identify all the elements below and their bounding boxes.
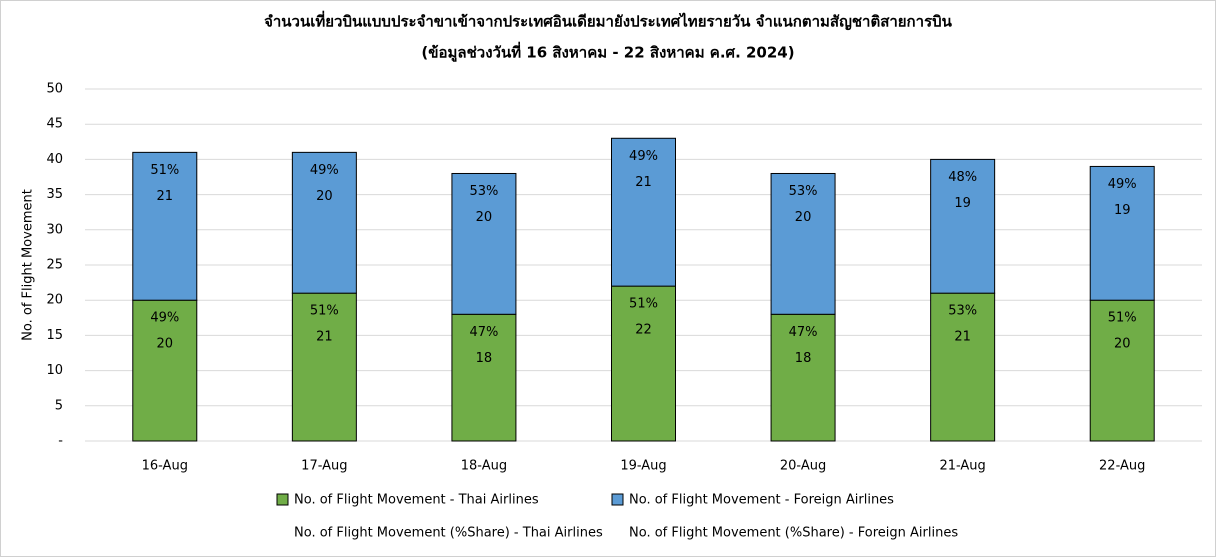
x-tick-label: 17-Aug [301, 459, 347, 474]
value-label: 22 [635, 323, 652, 338]
bar-segment [451, 172, 517, 315]
value-label: 20 [316, 189, 333, 204]
x-tick-label: 20-Aug [780, 459, 826, 474]
share-label: 49% [310, 163, 339, 178]
share-label: 53% [789, 184, 818, 199]
legend-swatch [276, 493, 289, 506]
share-label: 47% [789, 325, 818, 340]
x-tick-label: 16-Aug [142, 459, 188, 474]
y-axis-label: No. of Flight Movement [21, 189, 36, 341]
share-label: 51% [629, 297, 658, 312]
value-label: 19 [954, 196, 971, 211]
bar-segment [770, 172, 836, 315]
bar-segment [930, 292, 996, 442]
share-label: 51% [310, 304, 339, 319]
y-tick-label: 25 [46, 258, 63, 273]
share-label: 51% [150, 163, 179, 178]
y-tick-label: 45 [46, 117, 63, 132]
bar-segment [291, 292, 357, 442]
y-tick-label: 20 [46, 293, 63, 308]
y-tick-label: - [58, 434, 63, 449]
value-label: 21 [954, 330, 971, 345]
value-label: 19 [1114, 203, 1131, 218]
bar-segment [770, 313, 836, 442]
value-label: 21 [316, 330, 333, 345]
y-tick-label: 30 [46, 222, 63, 237]
share-label: 48% [948, 170, 977, 185]
bar-segment [1089, 165, 1155, 301]
value-label: 20 [157, 337, 174, 352]
bar-segment [132, 299, 198, 442]
legend-label: No. of Flight Movement - Foreign Airline… [629, 493, 894, 508]
bar-segment [930, 158, 996, 294]
y-tick-label: 15 [46, 328, 63, 343]
value-label: 20 [795, 210, 812, 225]
value-label: 18 [476, 351, 493, 366]
legend-label: No. of Flight Movement (%Share) - Foreig… [629, 526, 958, 541]
y-tick-label: 5 [55, 398, 63, 413]
share-label: 53% [948, 304, 977, 319]
y-tick-label: 35 [46, 187, 63, 202]
share-label: 51% [1108, 311, 1137, 326]
bar-segment [291, 151, 357, 294]
share-label: 49% [150, 311, 179, 326]
share-label: 47% [469, 325, 498, 340]
x-tick-label: 18-Aug [461, 459, 507, 474]
value-label: 21 [635, 175, 652, 190]
share-label: 49% [629, 149, 658, 164]
chart-title: จำนวนเที่ยวบินแบบประจำขาเข้าจากประเทศอิน… [264, 11, 953, 31]
bar-segment [611, 137, 676, 287]
x-tick-label: 19-Aug [620, 459, 666, 474]
share-label: 49% [1108, 177, 1137, 192]
legend-label: No. of Flight Movement - Thai Airlines [294, 493, 539, 508]
chart-subtitle: (ข้อมูลช่วงวันที่ 16 สิงหาคม - 22 สิงหาค… [421, 42, 794, 63]
bar-segment [132, 151, 198, 301]
share-label: 53% [469, 184, 498, 199]
x-tick-label: 21-Aug [939, 459, 985, 474]
y-tick-label: 50 [46, 82, 63, 97]
value-label: 18 [795, 351, 812, 366]
x-tick-label: 22-Aug [1099, 459, 1145, 474]
value-label: 20 [476, 210, 493, 225]
value-label: 20 [1114, 337, 1131, 352]
legend-swatch [611, 493, 624, 506]
legend-label: No. of Flight Movement (%Share) - Thai A… [294, 526, 603, 541]
y-tick-label: 10 [46, 363, 63, 378]
y-tick-label: 40 [46, 152, 63, 167]
bar-segment [611, 285, 676, 442]
value-label: 21 [157, 189, 174, 204]
